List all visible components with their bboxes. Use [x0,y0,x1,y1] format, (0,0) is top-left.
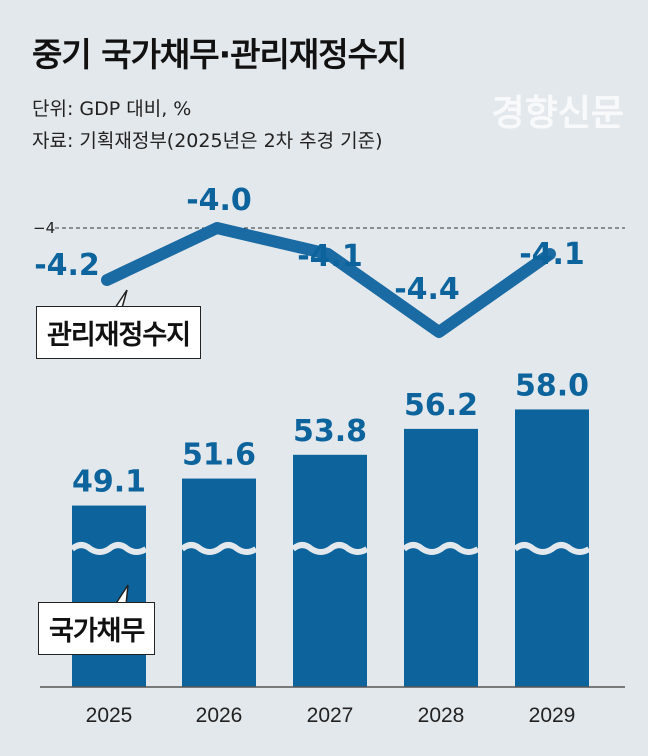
bar-2027 [293,454,367,687]
bar-value-label: 56.2 [404,388,478,423]
callout-pointer [114,584,129,606]
bar-value-label: 58.0 [515,368,589,403]
watermark: 경향신문 [491,93,624,134]
bar-2025 [72,505,146,687]
line-value-label: -4.1 [519,237,585,272]
bar-2026 [182,478,256,687]
source-note: 자료: 기획재정부(2025년은 2차 추경 기준) [32,130,383,152]
line-value-label: -4.2 [34,248,100,283]
axis-break-wave [402,542,480,555]
x-tick-label: 2028 [418,704,465,727]
x-tick-label: 2026 [196,704,243,727]
unit-note: 단위: GDP 대비, % [32,98,192,120]
axis-break-wave [70,542,148,555]
bar-value-label: 49.1 [72,465,146,500]
axis-break-wave [291,542,369,555]
x-tick-label: 2025 [86,704,133,727]
axis-break-wave [180,542,258,555]
line-value-label: -4.4 [394,272,460,307]
line-value-label: -4.1 [297,239,363,274]
line-callout: 관리재정수지 [36,306,202,359]
bar-callout: 국가채무 [38,602,156,655]
chart-title: 중기 국가채무·관리재정수지 [32,35,407,74]
bar-value-label: 53.8 [293,414,367,449]
x-tick-label: 2029 [529,704,576,727]
balance-line [101,222,556,338]
callout-pointer [114,289,128,309]
bar-2028 [404,428,478,687]
bar-value-label: 51.6 [182,438,256,473]
line-value-label: -4.0 [186,183,252,218]
axis-break-wave [513,542,591,555]
reference-label: −4 [33,219,55,237]
x-tick-label: 2027 [307,704,354,727]
